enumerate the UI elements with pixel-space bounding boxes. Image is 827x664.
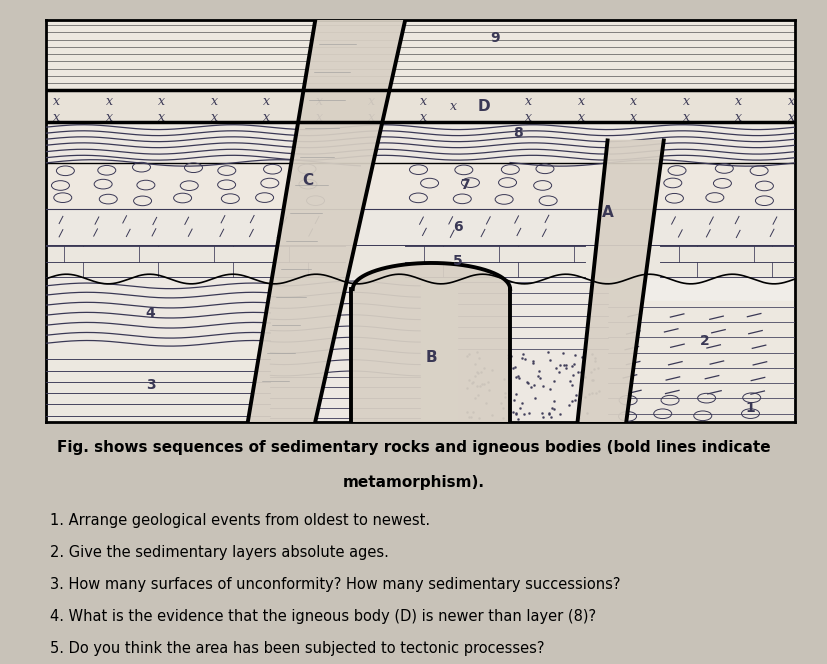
Text: x: x [524,96,532,108]
Text: x: x [420,96,427,108]
Text: x: x [577,111,584,124]
Text: x: x [682,96,689,108]
Text: x: x [629,96,637,108]
Text: x: x [158,96,165,108]
Text: 5. Do you think the area has been subjected to tectonic processes?: 5. Do you think the area has been subjec… [50,641,543,656]
Text: x: x [53,96,60,108]
Polygon shape [247,20,404,422]
Text: Fig. shows sequences of sedimentary rocks and igneous bodies (bold lines indicat: Fig. shows sequences of sedimentary rock… [57,440,770,456]
Text: 7: 7 [460,179,470,193]
Text: x: x [450,100,457,113]
Text: D: D [477,99,490,114]
Text: x: x [682,111,689,124]
Text: 1. Arrange geological events from oldest to newest.: 1. Arrange geological events from oldest… [50,513,429,529]
Text: x: x [420,111,427,124]
Text: x: x [158,111,165,124]
Text: 3. How many surfaces of unconformity? How many sedimentary successions?: 3. How many surfaces of unconformity? Ho… [50,577,619,592]
Text: 3: 3 [146,378,155,392]
Text: x: x [734,96,741,108]
Text: 2: 2 [700,334,709,349]
Text: x: x [315,111,323,124]
Text: metamorphism).: metamorphism). [342,475,485,490]
Text: x: x [315,96,323,108]
Text: x: x [53,111,60,124]
Text: x: x [367,111,375,124]
Text: x: x [786,111,794,124]
Text: x: x [734,111,741,124]
Text: x: x [629,111,637,124]
Text: 2. Give the sedimentary layers absolute ages.: 2. Give the sedimentary layers absolute … [50,545,388,560]
Text: 8: 8 [512,126,522,140]
Polygon shape [577,141,663,422]
Text: x: x [786,96,794,108]
Text: 4. What is the evidence that the igneous body (D) is newer than layer (8)?: 4. What is the evidence that the igneous… [50,609,595,624]
Text: x: x [524,111,532,124]
Text: x: x [577,96,584,108]
Text: B: B [425,350,437,365]
Text: x: x [263,96,270,108]
Text: A: A [601,205,613,220]
Polygon shape [351,263,509,422]
Text: 1: 1 [744,400,754,414]
Text: 9: 9 [490,31,500,45]
Text: C: C [302,173,313,188]
Text: x: x [210,111,218,124]
Text: x: x [106,111,112,124]
Text: 4: 4 [146,306,155,320]
Text: x: x [367,96,375,108]
Text: x: x [263,111,270,124]
Text: x: x [210,96,218,108]
Text: x: x [106,96,112,108]
Text: 6: 6 [452,220,462,234]
Text: 5: 5 [452,254,462,268]
